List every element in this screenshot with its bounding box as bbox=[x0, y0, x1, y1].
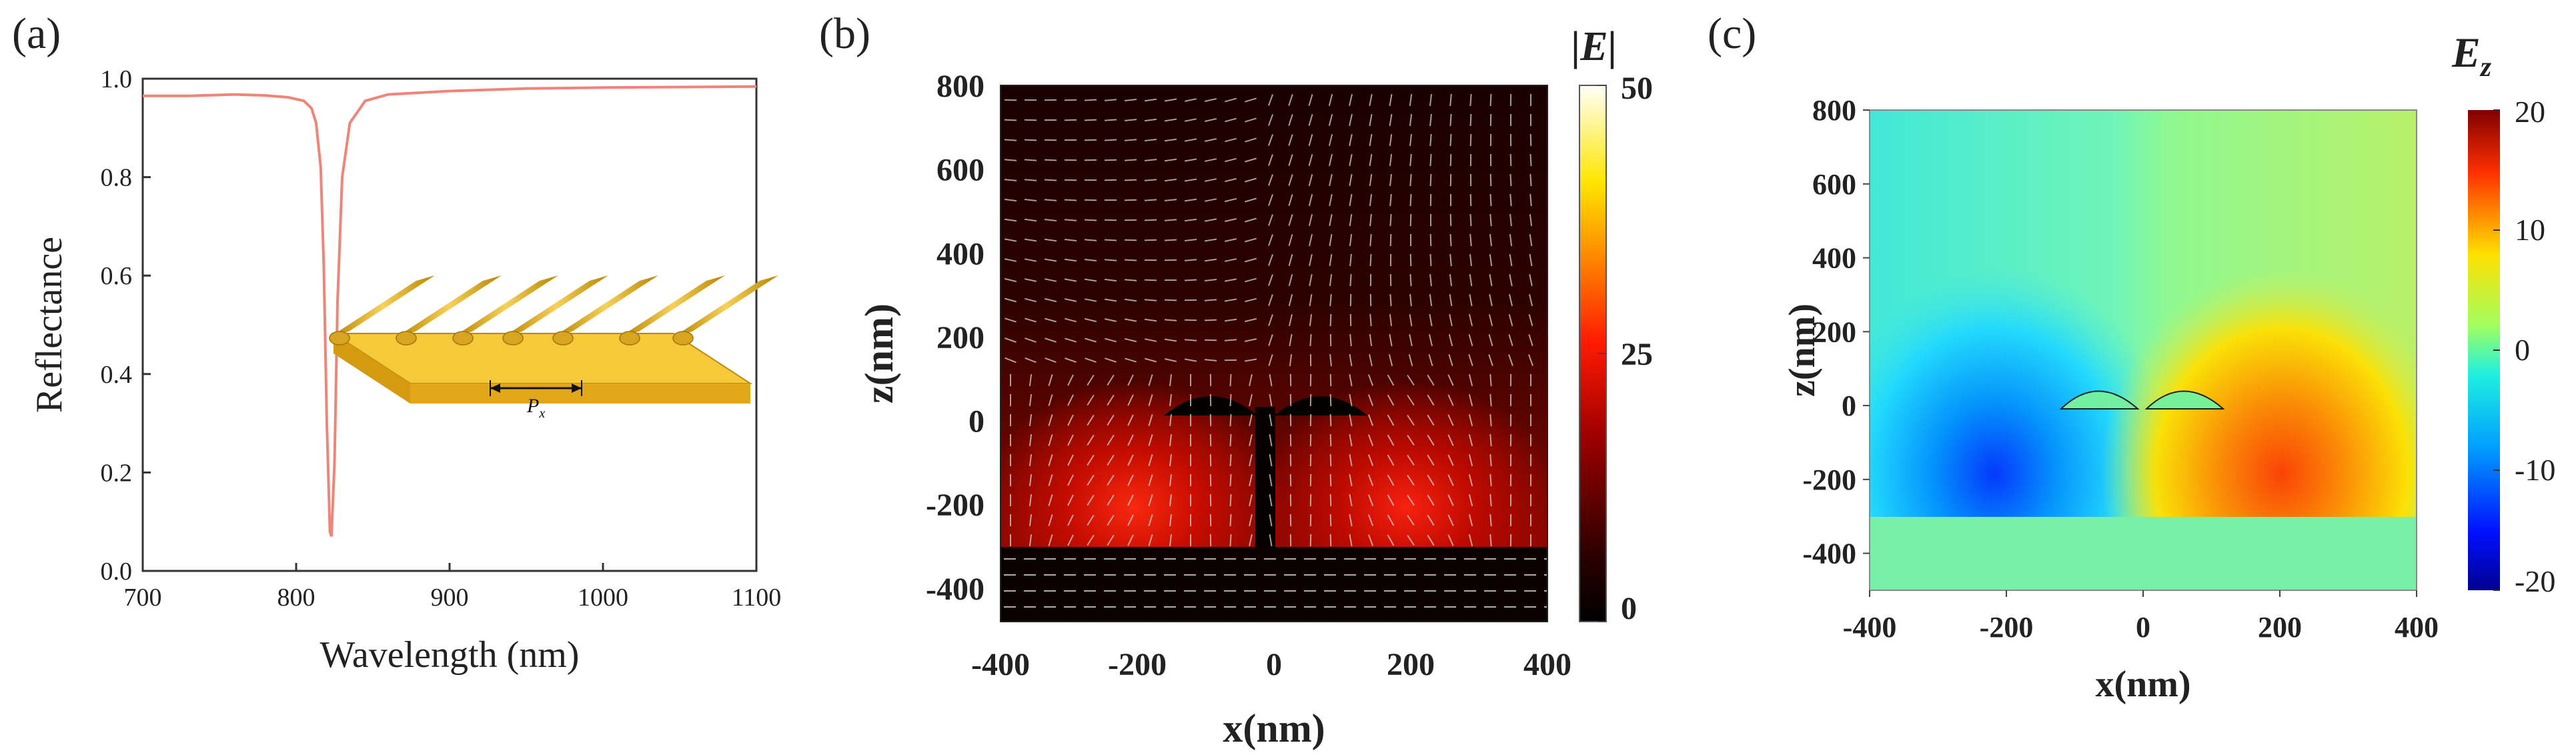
panel-c-xlabel: x(nm) bbox=[2095, 664, 2190, 705]
period-subscript: x bbox=[538, 406, 545, 421]
y-tick-label: -400 bbox=[926, 572, 985, 607]
y-tick-label: 400 bbox=[936, 236, 985, 271]
x-tick-label: 900 bbox=[431, 584, 469, 612]
colorbar-tick-label: 0 bbox=[2515, 333, 2530, 367]
x-tick-label: 0 bbox=[1266, 647, 1282, 682]
y-tick-label: -400 bbox=[1802, 538, 1856, 570]
gold-cylinder bbox=[452, 275, 558, 345]
colorbar-tick-label: -20 bbox=[2515, 564, 2555, 598]
panel-a-xlabel: Wavelength (nm) bbox=[320, 634, 580, 676]
x-tick-label: -400 bbox=[1843, 611, 1897, 644]
x-tick-label: -400 bbox=[971, 647, 1030, 682]
panel-a-label: (a) bbox=[12, 9, 61, 58]
svg-text:Ez: Ez bbox=[2451, 29, 2492, 83]
x-tick-label: -200 bbox=[1108, 647, 1167, 682]
x-tick-label: 0 bbox=[2136, 611, 2150, 644]
x-tick-label: 1100 bbox=[732, 584, 782, 612]
y-tick-label: 600 bbox=[1812, 168, 1856, 201]
x-tick-label: 800 bbox=[277, 584, 315, 612]
colorbar-tick-label: 25 bbox=[1621, 337, 1653, 372]
gold-cylinder bbox=[619, 275, 725, 345]
x-tick-label: 200 bbox=[1387, 647, 1435, 682]
panel-b-ylabel: z(nm) bbox=[857, 303, 901, 404]
x-tick-label: 700 bbox=[124, 584, 162, 612]
x-tick-label: 200 bbox=[2258, 611, 2302, 644]
y-tick-label: 800 bbox=[1812, 94, 1856, 127]
colorbar-tick-label: 10 bbox=[2515, 213, 2545, 247]
panel-a-frame bbox=[141, 77, 758, 572]
y-tick-label: 1.0 bbox=[101, 65, 133, 93]
panel-b-label: (b) bbox=[819, 9, 870, 58]
y-tick-label: 0 bbox=[1842, 390, 1856, 422]
y-tick-label: 0.4 bbox=[101, 361, 133, 389]
ez-hemicylinder-right bbox=[2144, 390, 2225, 410]
colorbar-c-subscript: z bbox=[2479, 52, 2492, 83]
panel-c-ylabel: z(nm) bbox=[1782, 303, 1823, 397]
gold-cylinder bbox=[396, 275, 502, 345]
gold-cylinder bbox=[552, 275, 658, 345]
y-tick-label: 0.2 bbox=[101, 459, 133, 487]
y-tick-label: 800 bbox=[936, 69, 985, 104]
reflectance-curve bbox=[143, 85, 757, 537]
y-tick-label: -200 bbox=[926, 488, 985, 523]
y-tick-label: 0.0 bbox=[101, 558, 133, 586]
panel-b-xlabel: x(nm) bbox=[1223, 706, 1325, 750]
x-tick-label: 400 bbox=[2395, 611, 2439, 644]
ez-hemicylinder-left bbox=[2059, 390, 2140, 410]
gold-cylinder bbox=[672, 275, 778, 345]
panel-a-ylabel: Reflectance bbox=[29, 237, 70, 413]
hemicylinder-right bbox=[1274, 396, 1367, 416]
y-tick-label: 200 bbox=[936, 320, 985, 355]
gold-cylinder bbox=[329, 275, 435, 345]
x-tick-label: -200 bbox=[1980, 611, 2034, 644]
svg-text:Px: Px bbox=[526, 395, 545, 421]
x-tick-label: 1000 bbox=[578, 584, 628, 612]
colorbar-tick-label: 50 bbox=[1621, 71, 1653, 106]
y-tick-label: -200 bbox=[1802, 464, 1856, 496]
period-label: P bbox=[526, 395, 539, 417]
colorbar-tick-label: 0 bbox=[1621, 591, 1637, 626]
y-tick-label: 0.8 bbox=[101, 164, 133, 192]
colorbar-c-title: E bbox=[2451, 29, 2481, 76]
y-tick-label: 0 bbox=[969, 404, 985, 440]
panel-b-chart: -400 -200 0 200 400 800 600 400 200 0 -200 -400 x(… bbox=[857, 24, 1653, 750]
panel-c-label: (c) bbox=[1708, 9, 1756, 58]
y-tick-label: 400 bbox=[1812, 242, 1856, 275]
panel-a-chart: 700 800 900 1000 1100 0.0 0.2 0.4 0.6 0.8 1.0 Wav… bbox=[29, 65, 781, 676]
grating-inset: Px bbox=[329, 275, 778, 421]
gold-cylinder bbox=[502, 275, 608, 345]
colorbar-b-title: |E| bbox=[1571, 24, 1618, 69]
colorbar-tick-label: -10 bbox=[2515, 453, 2555, 487]
colorbar-tick-label: 20 bbox=[2515, 95, 2545, 129]
y-tick-label: 200 bbox=[1812, 315, 1856, 348]
y-tick-label: 600 bbox=[936, 153, 985, 188]
x-tick-label: 400 bbox=[1523, 647, 1571, 682]
field-arrows bbox=[1004, 93, 1533, 547]
y-tick-label: 0.6 bbox=[101, 262, 133, 290]
